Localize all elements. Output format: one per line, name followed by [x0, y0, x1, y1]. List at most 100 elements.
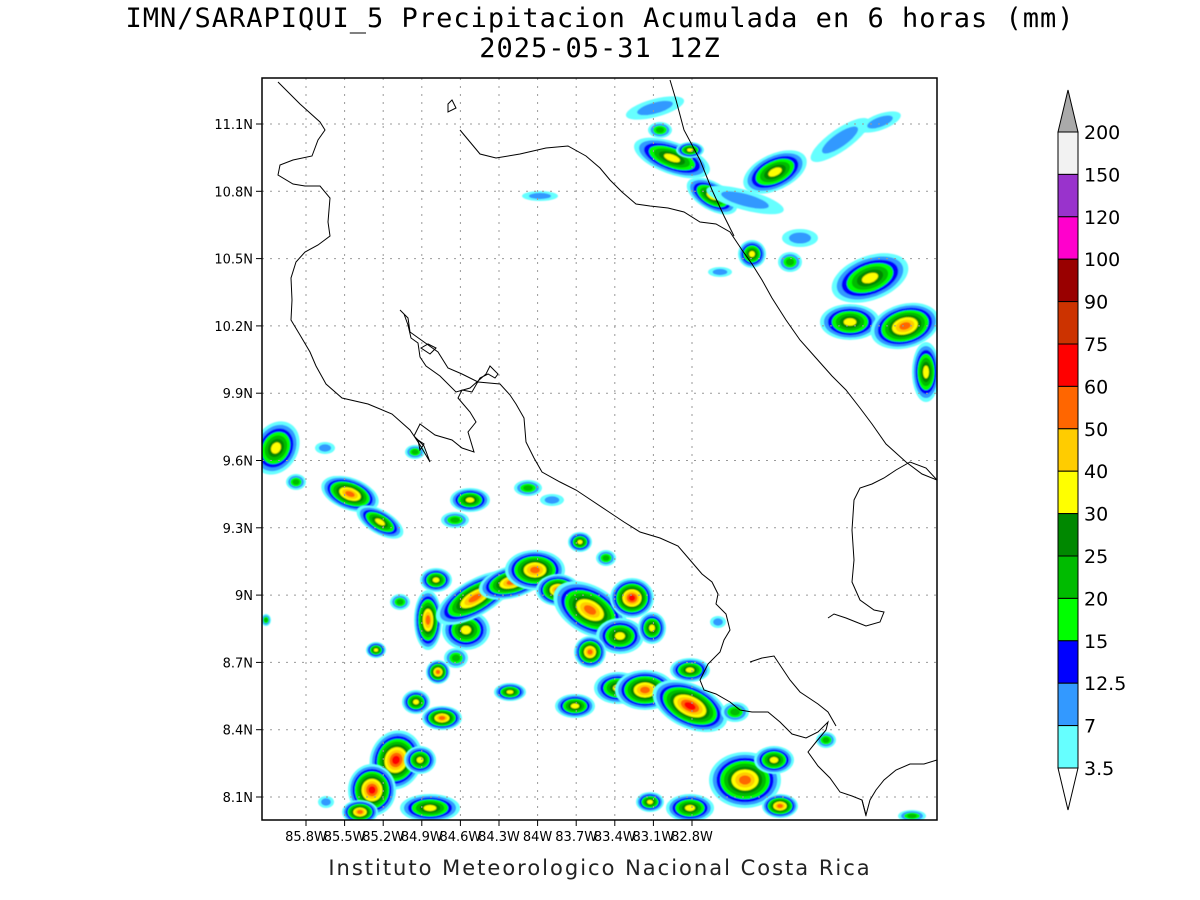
rain-cell [710, 616, 726, 628]
rain-cell [754, 746, 794, 774]
footer-credit: Instituto Meteorologico Nacional Costa R… [328, 856, 872, 880]
colorbar-label: 15 [1084, 631, 1108, 653]
colorbar-label: 75 [1084, 334, 1108, 356]
rain-cell [422, 706, 462, 730]
map-frame [261, 77, 938, 821]
colorbar-swatch [1057, 301, 1079, 345]
colorbar-swatch [1057, 640, 1079, 684]
rain-cell [553, 581, 627, 639]
title-line-1: IMN/SARAPIQUI_5 Precipitacion Acumulada … [125, 3, 1075, 34]
colorbar-label: 25 [1084, 546, 1108, 568]
colorbar-label: 3.5 [1084, 758, 1114, 780]
rain-cell [706, 185, 784, 215]
lon-tick-label: 84.9W [401, 830, 443, 845]
latitude-axis: 11.1N 10.8N 10.5N 10.2N 9.9N 9.6N 9.3N 9N 8.7N 8.… [214, 118, 262, 806]
rain-cell [426, 660, 450, 684]
colorbar: 200 150 120 100 90 75 60 50 40 30 25 20 15 12.5 7 3.5 [1057, 89, 1126, 811]
colorbar-label: 12.5 [1084, 673, 1126, 695]
colorbar-label: 120 [1084, 207, 1120, 229]
rain-cell [540, 494, 564, 506]
lat-tick-label: 10.8N [214, 185, 253, 200]
lon-tick-label: 82.8W [671, 830, 713, 845]
colorbar-top-triangle [1057, 89, 1079, 133]
rain-cell [638, 612, 666, 644]
colorbar-label: 150 [1084, 164, 1120, 186]
map-background [262, 78, 937, 820]
colorbar-swatch [1057, 385, 1079, 430]
lon-tick-label: 85.8W [285, 830, 327, 845]
rain-cell [405, 445, 425, 459]
rain-cell [356, 505, 404, 539]
rain-cell [318, 796, 334, 808]
rain-cell [400, 794, 460, 820]
rain-cell [348, 764, 396, 816]
coastlines [277, 79, 937, 817]
rain-cell [596, 550, 616, 566]
colorbar-label: 7 [1084, 716, 1096, 738]
rain-cell [708, 267, 732, 277]
colorbar-label: 100 [1084, 249, 1120, 271]
rain-cell [820, 304, 880, 340]
rain-cell [615, 670, 675, 710]
rain-cell [568, 532, 592, 552]
rain-cell [636, 792, 664, 812]
colorbar-swatch [1057, 725, 1079, 769]
rain-cell [522, 191, 558, 201]
rain-cell [494, 683, 526, 701]
lat-tick-label: 8.4N [223, 724, 253, 739]
rain-cell [574, 636, 606, 668]
rain-cell [912, 342, 937, 402]
rain-cell [262, 614, 271, 626]
rain-cell [441, 512, 469, 528]
rain-cell [596, 618, 644, 654]
lon-tick-label: 85.2W [362, 830, 404, 845]
colorbar-swatch [1057, 173, 1079, 218]
rain-cell [652, 679, 728, 733]
colorbar-bottom-triangle [1057, 767, 1079, 811]
rain-cell [778, 252, 802, 272]
lat-tick-label: 8.7N [223, 656, 253, 671]
colorbar-label: 60 [1084, 376, 1108, 398]
colorbar-swatch [1057, 682, 1079, 727]
rain-cell [450, 488, 490, 512]
colorbar-label: 20 [1084, 588, 1108, 610]
colorbar-swatch [1057, 216, 1079, 260]
lat-tick-label: 11.1N [214, 118, 253, 133]
lon-tick-label: 83.7W [555, 830, 597, 845]
lon-tick-label: 83.4W [594, 830, 636, 845]
rain-cell [743, 150, 807, 194]
rain-cell [390, 594, 410, 610]
rain-cell [625, 96, 685, 120]
rain-cell [810, 117, 870, 163]
colorbar-swatch [1057, 428, 1079, 472]
colorbar-swatch [1057, 555, 1079, 599]
lat-tick-label: 9.3N [223, 522, 253, 537]
colorbar-swatch [1057, 470, 1079, 515]
rain-cell [676, 142, 704, 158]
colorbar-swatch [1057, 258, 1079, 303]
rain-cell [610, 578, 654, 618]
colorbar-swatch [1057, 513, 1079, 557]
colorbar-label: 40 [1084, 461, 1108, 483]
lat-tick-label: 9.9N [223, 387, 253, 402]
lon-tick-label: 84.3W [478, 830, 520, 845]
rain-cell [286, 474, 306, 490]
rain-cell [366, 642, 386, 658]
rain-cell [315, 442, 335, 454]
rain-cell [670, 658, 710, 682]
rain-cell [782, 229, 818, 247]
lat-tick-label: 10.2N [214, 320, 253, 335]
rain-cell [721, 702, 749, 722]
colorbar-label: 90 [1084, 292, 1108, 314]
rain-cell [831, 253, 909, 303]
lon-tick-label: 84W [523, 830, 553, 845]
title-line-2: 2025-05-31 12Z [479, 33, 721, 64]
rain-cell [666, 794, 714, 820]
rain-cell [402, 690, 430, 714]
gridlines [262, 78, 937, 820]
rain-cell [404, 746, 436, 774]
colorbar-swatch [1057, 597, 1079, 642]
rain-cell [321, 475, 379, 513]
map-title: IMN/SARAPIQUI_5 Precipitacion Acumulada … [0, 4, 1200, 64]
